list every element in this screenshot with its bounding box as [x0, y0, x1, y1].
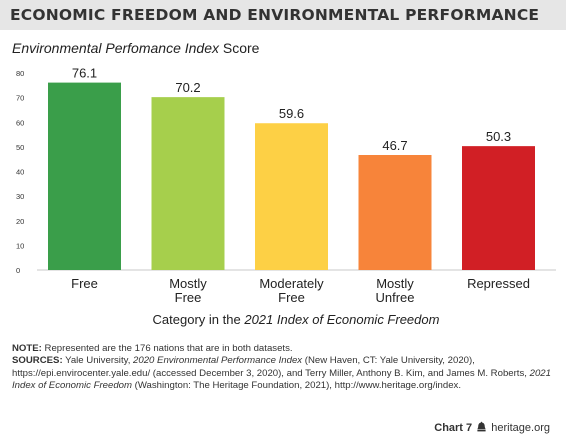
sources-text-1: Yale University, [62, 355, 134, 367]
chart-title: ECONOMIC FREEDOM AND ENVIRONMENTAL PERFO… [10, 6, 540, 24]
y-tick-label: 30 [16, 192, 24, 201]
bar [462, 146, 535, 270]
y-axis: 0 10 20 30 40 50 60 70 80 [16, 69, 24, 275]
sources-text-2: (New Haven, CT: Yale University, 2020), … [12, 355, 530, 379]
bars-group [48, 82, 535, 270]
y-tick-label: 80 [16, 69, 24, 78]
bar [151, 97, 225, 270]
note-line: NOTE: Represented are the 176 nations th… [12, 343, 557, 355]
bell-icon [477, 421, 486, 434]
note-label: NOTE: [12, 343, 42, 354]
note-text: Represented are the 176 nations that are… [41, 343, 293, 354]
bar-value-label: 76.1 [72, 66, 97, 81]
y-axis-title: Environmental Perfomance Index Score [12, 40, 259, 56]
bar-value-label: 50.3 [486, 129, 511, 144]
y-tick-label: 70 [16, 94, 24, 103]
y-tick-label: 60 [16, 118, 24, 127]
sources-italic-2: 2021 Index of Economic Freedom [12, 367, 551, 391]
category-labels-group: Free Mostly Free Moderately Free Mostly Unfree… [71, 276, 530, 305]
y-tick-label: 10 [16, 241, 24, 250]
bar-value-label: 59.6 [279, 106, 304, 121]
sources-italic-1: 2020 Environmental Performance Index [133, 355, 303, 367]
category-label: Mostly Unfree [375, 276, 414, 305]
y-axis-title-plain: Score [222, 40, 260, 56]
chart-number: Chart 7 [434, 422, 473, 434]
category-label: Mostly Free [169, 276, 207, 305]
sources-label: SOURCES: [12, 355, 63, 367]
sources-text-3: (Washington: The Heritage Foundation, 20… [131, 379, 462, 391]
bar [358, 155, 432, 270]
category-label: Moderately Free [259, 276, 324, 305]
x-axis-title-plain: Category in the [153, 312, 241, 327]
bar-value-label: 46.7 [382, 138, 407, 153]
header-bar: ECONOMIC FREEDOM AND ENVIRONMENTAL PERFO… [0, 0, 566, 30]
category-label: Free [71, 276, 98, 291]
x-axis-title: Category in the 2021 Index of Economic F… [153, 312, 440, 327]
y-tick-label: 40 [16, 168, 24, 177]
y-tick-label: 0 [16, 266, 20, 275]
y-tick-label: 20 [16, 217, 24, 226]
sources-line: SOURCES: Yale University, 2020 Environme… [12, 355, 557, 392]
bar-value-label: 70.2 [175, 80, 200, 95]
bar [48, 82, 121, 270]
category-label: Repressed [467, 276, 530, 291]
y-tick-label: 50 [16, 143, 24, 152]
bar [255, 123, 328, 270]
value-labels-group: 76.1 70.2 59.6 46.7 50.3 [72, 66, 511, 153]
bar-chart: 0 10 20 30 40 50 60 70 80 76.1 70.2 59.6 46.7 50.3 F… [16, 66, 556, 327]
y-axis-title-italic: Environmental Perfomance Index [12, 40, 219, 56]
site-link[interactable]: heritage.org [491, 422, 550, 434]
x-axis-title-italic: 2021 Index of Economic Freedom [243, 312, 439, 327]
footer: Chart 7 heritage.org [434, 421, 550, 434]
notes-block: NOTE: Represented are the 176 nations th… [12, 343, 557, 392]
